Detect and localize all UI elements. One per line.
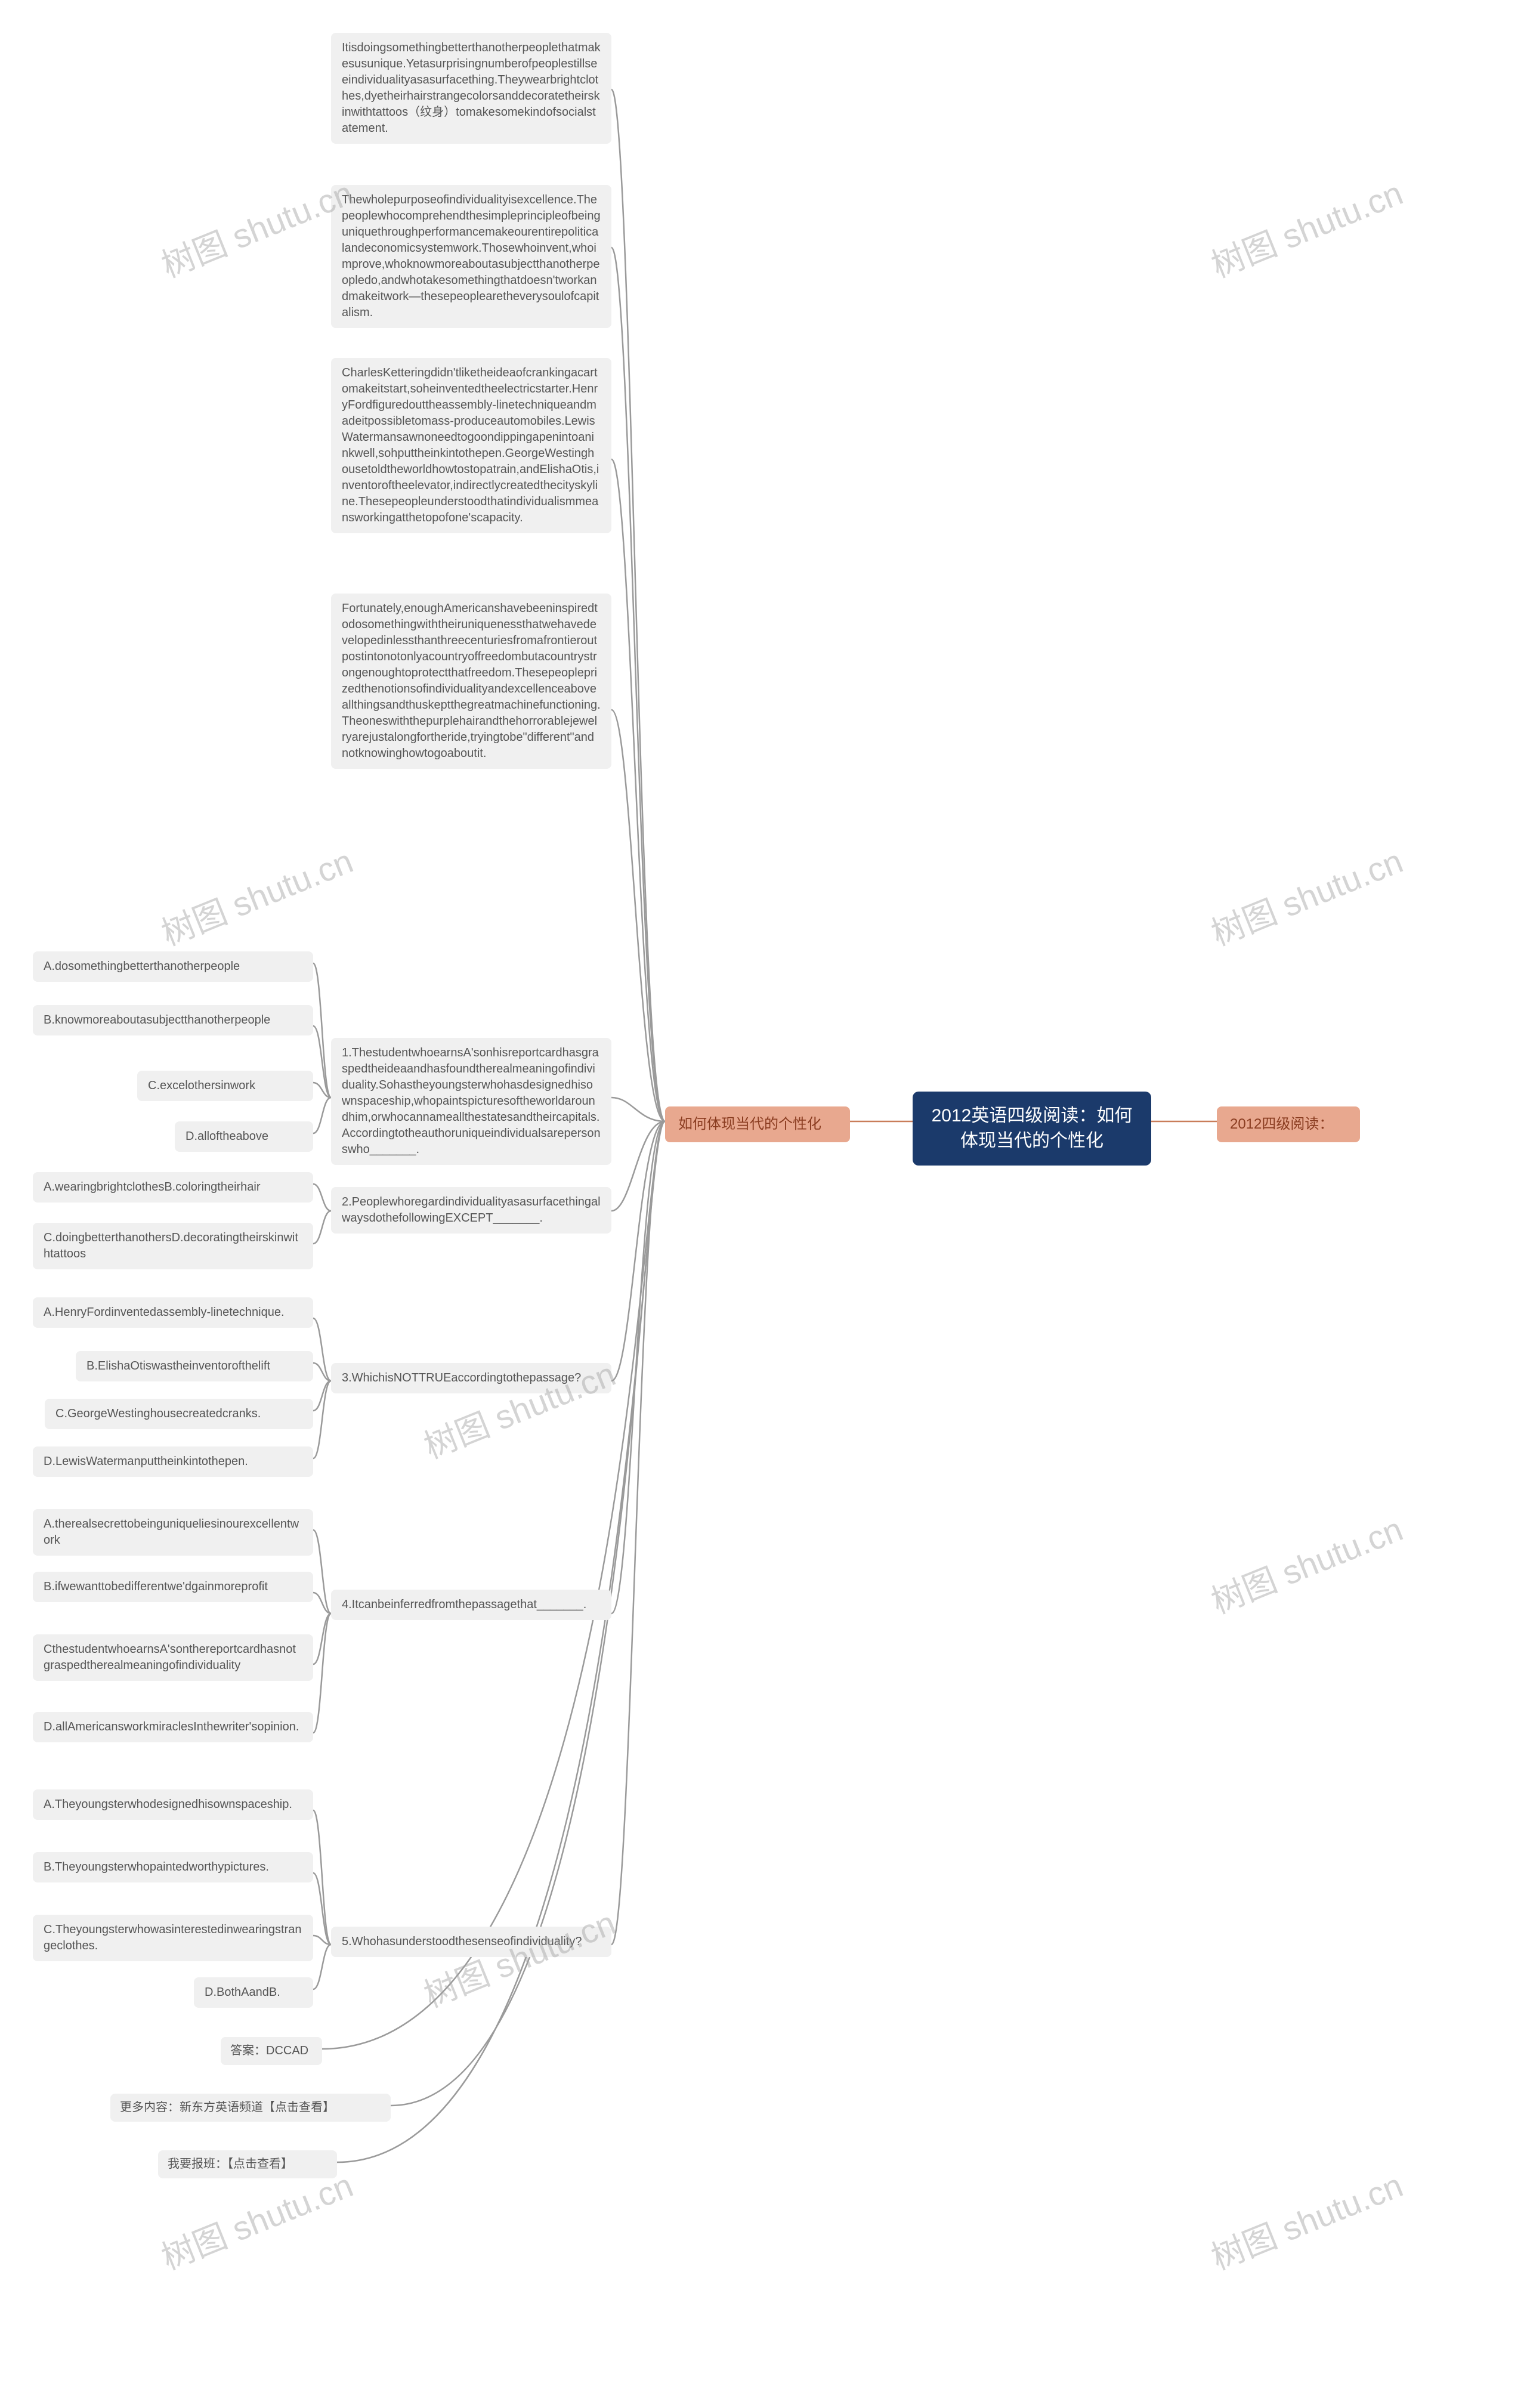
watermark: 树图 shutu.cn: [1203, 166, 1409, 287]
q4-option-b: B.ifwewanttobedifferentwe'dgainmoreprofi…: [33, 1572, 313, 1602]
answer-node: 答案：DCCAD: [221, 2037, 322, 2065]
q3-option-d: D.LewisWatermanputtheinkintothepen.: [33, 1446, 313, 1477]
q2-option-ab: A.wearingbrightclothesB.coloringtheirhai…: [33, 1172, 313, 1203]
question-5: 5.Whohasunderstoodthesenseofindividualit…: [331, 1927, 611, 1957]
branch-right[interactable]: 2012四级阅读：: [1217, 1106, 1360, 1142]
watermark: 树图 shutu.cn: [1203, 1503, 1409, 1623]
q5-option-d: D.BothAandB.: [194, 1977, 313, 2008]
q4-option-a: A.therealsecrettobeinguniqueliesinourexc…: [33, 1509, 313, 1556]
branch-left[interactable]: 如何体现当代的个性化: [665, 1106, 850, 1142]
q5-option-a: A.Theyoungsterwhodesignedhisownspaceship…: [33, 1789, 313, 1820]
q1-option-b: B.knowmoreaboutasubjectthanotherpeople: [33, 1005, 313, 1035]
watermark: 树图 shutu.cn: [1203, 834, 1409, 955]
signup-link[interactable]: 我要报班：【点击查看】: [158, 2150, 337, 2178]
q3-option-a: A.HenryFordinventedassembly-linetechniqu…: [33, 1297, 313, 1328]
question-3: 3.WhichisNOTTRUEaccordingtothepassage?: [331, 1363, 611, 1393]
q4-option-d: D.allAmericansworkmiraclesInthewriter'so…: [33, 1712, 313, 1742]
passage-3: CharlesKetteringdidn'tliketheideaofcrank…: [331, 358, 611, 533]
q4-option-c: CthestudentwhoearnsA'sonthereportcardhas…: [33, 1634, 313, 1681]
q1-option-d: D.alloftheabove: [175, 1121, 313, 1152]
question-1: 1.ThestudentwhoearnsA'sonhisreportcardha…: [331, 1038, 611, 1165]
passage-4: Fortunately,enoughAmericanshavebeeninspi…: [331, 594, 611, 769]
q5-option-c: C.Theyoungsterwhowasinterestedinwearings…: [33, 1915, 313, 1961]
q3-option-b: B.ElishaOtiswastheinventorofthelift: [76, 1351, 313, 1381]
question-2: 2.Peoplewhoregardindividualityasasurface…: [331, 1187, 611, 1234]
q5-option-b: B.Theyoungsterwhopaintedworthypictures.: [33, 1852, 313, 1882]
passage-1: Itisdoingsomethingbetterthanotherpeoplet…: [331, 33, 611, 144]
watermark: 树图 shutu.cn: [153, 166, 359, 287]
watermark: 树图 shutu.cn: [1203, 2159, 1409, 2279]
question-4: 4.Itcanbeinferredfromthepassagethat_____…: [331, 1590, 611, 1620]
root-node[interactable]: 2012英语四级阅读：如何体现当代的个性化: [913, 1092, 1151, 1166]
q2-option-cd: C.doingbetterthanothersD.decoratingtheir…: [33, 1223, 313, 1269]
more-link[interactable]: 更多内容：新东方英语频道【点击查看】: [110, 2094, 391, 2122]
q1-option-a: A.dosomethingbetterthanotherpeople: [33, 951, 313, 982]
watermark: 树图 shutu.cn: [153, 834, 359, 955]
q3-option-c: C.GeorgeWestinghousecreatedcranks.: [45, 1399, 313, 1429]
passage-2: Thewholepurposeofindividualityisexcellen…: [331, 185, 611, 328]
q1-option-c: C.excelothersinwork: [137, 1071, 313, 1101]
